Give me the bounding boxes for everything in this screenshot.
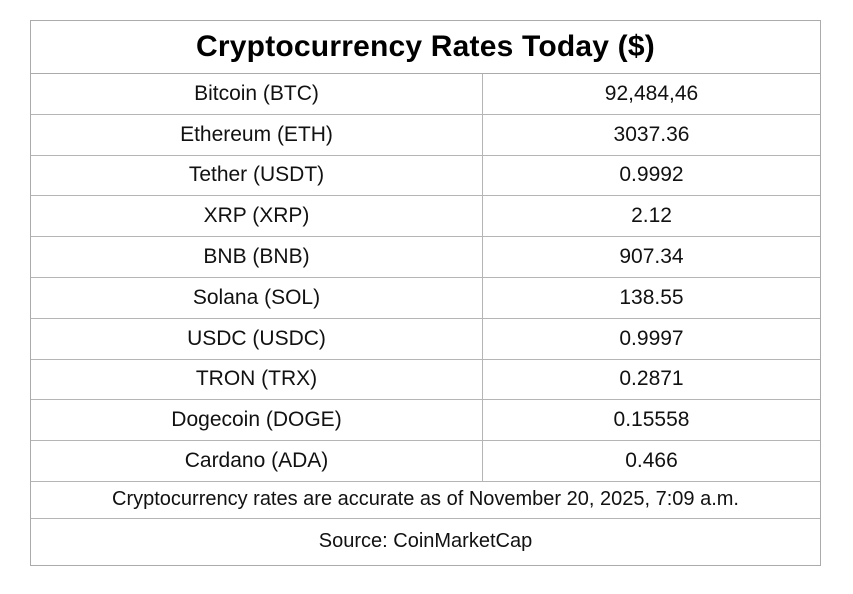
- table-row: Ethereum (ETH) 3037.36: [31, 114, 820, 156]
- crypto-name-cell: Tether (USDT): [31, 155, 483, 196]
- crypto-rate-cell: 2.12: [631, 204, 672, 228]
- crypto-name-cell: Bitcoin (BTC): [31, 74, 483, 114]
- accuracy-note: Cryptocurrency rates are accurate as of …: [31, 482, 820, 519]
- crypto-rate-cell: 0.15558: [613, 408, 690, 432]
- crypto-rate-cell: 0.2871: [619, 367, 684, 391]
- table-row: XRP (XRP) 2.12: [31, 196, 820, 238]
- crypto-rate-cell: 907.34: [619, 245, 684, 269]
- table-row: Bitcoin (BTC) 92,484,46: [31, 74, 820, 115]
- crypto-rate-cell: 0.466: [625, 449, 678, 473]
- crypto-rate-cell: 3037.36: [613, 122, 690, 146]
- crypto-name-cell: Dogecoin (DOGE): [31, 400, 483, 441]
- table-row: Cardano (ADA) 0.466: [31, 441, 820, 482]
- crypto-rate-cell: 92,484,46: [604, 81, 699, 105]
- crypto-rates-table: Cryptocurrency Rates Today ($) Bitcoin (…: [30, 20, 821, 566]
- crypto-name-cell: Ethereum (ETH): [31, 114, 483, 155]
- crypto-name-cell: BNB (BNB): [31, 237, 483, 277]
- page-title: Cryptocurrency Rates Today ($): [196, 30, 655, 63]
- crypto-rate-cell: 138.55: [619, 285, 684, 309]
- crypto-name-cell: Solana (SOL): [31, 277, 483, 318]
- crypto-name-cell: USDC (USDC): [31, 318, 483, 359]
- table-row: Dogecoin (DOGE) 0.15558: [31, 400, 820, 442]
- table-row: Tether (USDT) 0.9992: [31, 155, 820, 197]
- table-row: USDC (USDC) 0.9997: [31, 318, 820, 360]
- table-row: TRON (TRX) 0.2871: [31, 359, 820, 401]
- crypto-rate-cell: 0.9997: [619, 326, 684, 350]
- crypto-rate-cell: 0.9992: [619, 163, 684, 187]
- crypto-name-cell: XRP (XRP): [31, 196, 483, 237]
- crypto-name-cell: TRON (TRX): [31, 359, 483, 400]
- table-title-row: Cryptocurrency Rates Today ($): [31, 21, 820, 74]
- crypto-name-cell: Cardano (ADA): [31, 441, 483, 481]
- source-attribution: Source: CoinMarketCap: [318, 530, 533, 553]
- table-row: Solana (SOL) 138.55: [31, 277, 820, 319]
- table-row: BNB (BNB) 907.34: [31, 237, 820, 278]
